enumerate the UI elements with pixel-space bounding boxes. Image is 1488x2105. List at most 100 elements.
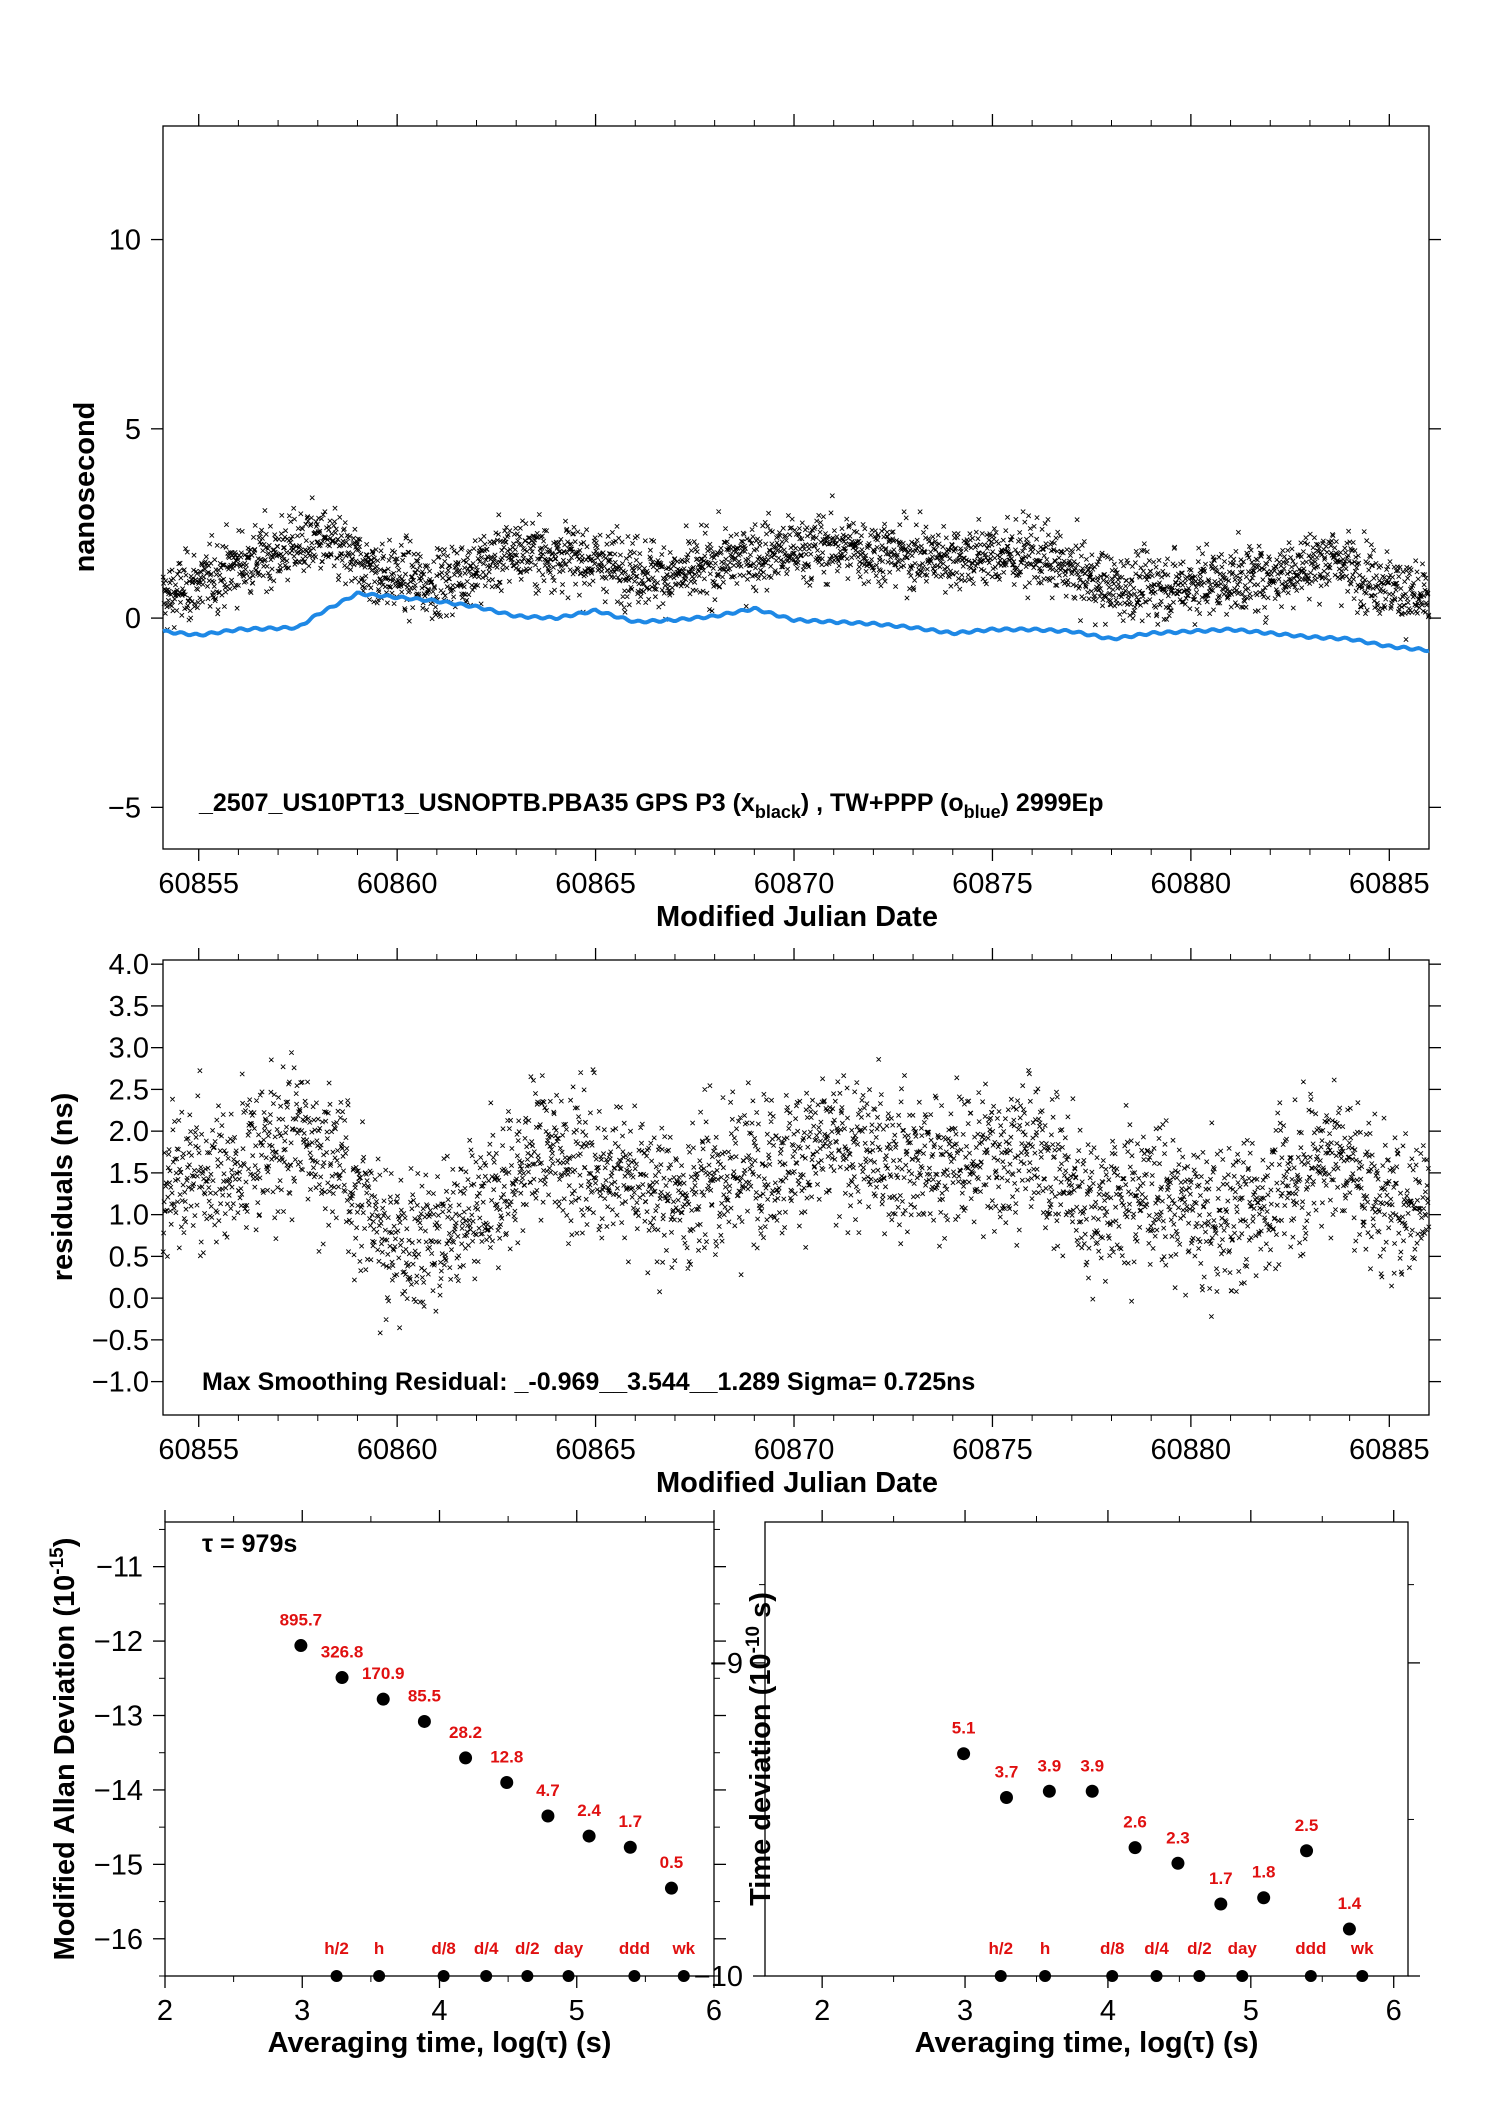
time-marker [1193, 1970, 1206, 1982]
x-axis-title: Averaging time, log(τ) (s) [915, 2027, 1259, 2059]
x-tick-label: 5 [1243, 1995, 1259, 2027]
y-tick-label: −12 [94, 1626, 143, 1658]
title-part: _2507_US10PT13_USNOPTB.PBA35 [198, 789, 628, 817]
y-tick-label: −13 [94, 1701, 143, 1733]
time-marker [1039, 1970, 1052, 1982]
x-axis-title: Modified Julian Date [656, 901, 938, 933]
point-label: 4.7 [536, 1781, 560, 1800]
y-tick-label: −14 [94, 1775, 143, 1807]
y-tick-label: −1.0 [92, 1367, 149, 1399]
point-label: 170.9 [362, 1664, 405, 1683]
plot-frame [164, 1521, 715, 1977]
tw-ppp-line [162, 590, 1430, 654]
phase-plot: 60855 60860 60865 60870 60875 60880 60885 −5 0 5 1… [69, 114, 1441, 933]
title-part: blue [964, 802, 1001, 822]
point-label: 2.5 [1295, 1816, 1319, 1835]
deviation-point [957, 1747, 971, 1761]
marker-label: d/2 [515, 1939, 540, 1958]
deviation-point [417, 1714, 431, 1728]
x-tick-label: 6 [706, 1995, 722, 2027]
point-label: 1.7 [618, 1812, 642, 1831]
y-axis-title-part: s) [745, 1592, 777, 1626]
marker-label: h/2 [324, 1939, 349, 1958]
x-tick-label: 60870 [754, 1434, 835, 1466]
deviation-point [335, 1671, 349, 1685]
title-part: black [755, 802, 802, 822]
marker-label: wk [671, 1939, 695, 1958]
deviation-point [500, 1775, 514, 1789]
x-tick-label: 60885 [1349, 1434, 1430, 1466]
y-tick-label: 3.0 [109, 1033, 149, 1065]
deviation-point [1171, 1856, 1185, 1870]
y-tick-label: 0.5 [109, 1241, 149, 1273]
point-label: 3.9 [1080, 1756, 1104, 1775]
deviation-point [623, 1840, 637, 1854]
residual-points [160, 1050, 1432, 1336]
deviation-point [376, 1692, 390, 1706]
point-label: 2.4 [577, 1801, 601, 1820]
time-marker [1106, 1970, 1119, 1982]
y-axis-title: Time deviation (10-10 s) [743, 1592, 777, 1906]
x-tick-label: 60860 [357, 1434, 438, 1466]
x-tick-label: 6 [1386, 1995, 1402, 2027]
x-tick-label: 60875 [952, 868, 1033, 900]
y-tick-label: 10 [109, 225, 141, 257]
deviation-point [999, 1791, 1013, 1805]
point-label: 2.3 [1166, 1828, 1190, 1847]
deviation-point [1342, 1922, 1356, 1936]
marker-label: wk [1350, 1939, 1374, 1958]
point-label: 3.9 [1038, 1756, 1062, 1775]
y-tick-label: −16 [94, 1924, 143, 1956]
deviation-point [541, 1809, 555, 1823]
y-axis-title: residuals (ns) [47, 1093, 79, 1282]
time-marker [1236, 1970, 1249, 1982]
gps-p3-points [160, 493, 1432, 643]
x-tick-label: 2 [157, 1995, 173, 2027]
residuals-plot: 60855 60860 60865 60870 60875 60880 60885 −1.0 −… [47, 948, 1441, 1499]
time-marker [480, 1970, 493, 1982]
marker-label: d/8 [431, 1939, 456, 1958]
phase-plot-frame [162, 125, 1430, 850]
y-axis-title-part: Modified Allan Deviation (10 [49, 1575, 81, 1961]
y-axis-title: Modified Allan Deviation (10-15) [47, 1538, 81, 1961]
x-tick-label: 60865 [555, 868, 636, 900]
marker-label: d/8 [1100, 1939, 1125, 1958]
deviation-point [1085, 1784, 1099, 1798]
deviation-point [1128, 1841, 1142, 1855]
marker-label: day [554, 1939, 584, 1958]
x-axis-title: Modified Julian Date [656, 1467, 938, 1499]
x-tick-label: 3 [957, 1995, 973, 2027]
point-label: 5.1 [952, 1719, 976, 1738]
y-tick-label: 1.0 [109, 1200, 149, 1232]
point-label: 1.4 [1338, 1894, 1362, 1913]
marker-label: day [1228, 1939, 1258, 1958]
time-marker [373, 1970, 386, 1982]
deviation-point [1042, 1784, 1056, 1798]
y-axis-title-part: -15 [47, 1547, 68, 1575]
y-tick-label: 0.0 [109, 1283, 149, 1315]
y-tick-label: −11 [96, 1552, 143, 1584]
y-tick-label: −15 [94, 1849, 143, 1881]
marker-label: ddd [1295, 1939, 1326, 1958]
y-tick-label: −0.5 [92, 1325, 149, 1357]
plot-title: _2507_US10PT13_USNOPTB.PBA35 GPS P3 (xbl… [198, 789, 1103, 822]
x-tick-label: 60855 [158, 1434, 239, 1466]
y-tick-label: 3.5 [109, 991, 149, 1023]
marker-label: d/2 [1187, 1939, 1212, 1958]
title-part: ) , TW+PPP (o [801, 789, 964, 817]
deviation-point [582, 1829, 596, 1843]
marker-label: ddd [619, 1939, 650, 1958]
point-label: 326.8 [321, 1643, 364, 1662]
title-part: GPS P3 (x [628, 789, 755, 817]
x-tick-label: 60865 [555, 1434, 636, 1466]
time-marker [1150, 1970, 1163, 1982]
mdev-plot: 2 3 4 5 6 −16 −15 −14 −13 −12 −11 895.7 326.8 170.985… [47, 1510, 726, 2059]
y-tick-label: 4.0 [109, 949, 149, 981]
x-tick-label: 3 [294, 1995, 310, 2027]
x-tick-label: 4 [431, 1995, 447, 2027]
x-tick-label: 60885 [1349, 868, 1430, 900]
time-marker [994, 1970, 1007, 1982]
x-tick-label: 60880 [1151, 1434, 1232, 1466]
x-tick-label: 2 [814, 1995, 830, 2027]
